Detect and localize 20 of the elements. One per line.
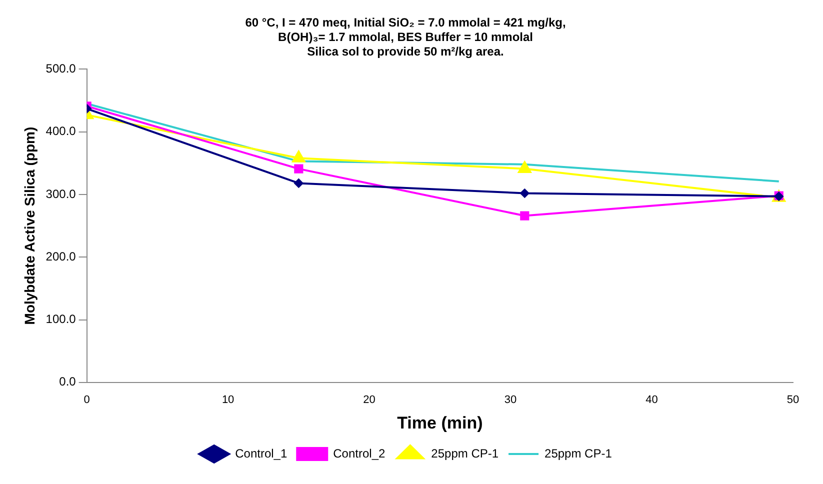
y-tick-label: 500.0 <box>46 62 76 76</box>
x-tick-label: 20 <box>363 394 376 406</box>
x-tick-label: 0 <box>84 394 90 406</box>
y-tick-label: 100.0 <box>46 312 76 326</box>
legend-label: 25ppm CP-1 <box>431 446 499 460</box>
legend-label: Control_2 <box>333 446 386 460</box>
y-tick-label: 0.0 <box>59 374 76 389</box>
y-tick-label: 400.0 <box>46 124 76 138</box>
x-tick-label: 40 <box>646 394 658 406</box>
chart-subtitle: B(OH)₃= 1.7 mmolal, BES Buffer = 10 mmolal Silica sol to provide 50 m²/kg area. <box>278 30 533 58</box>
y-tick-label: 300.0 <box>46 186 76 201</box>
x-tick-label: 50 <box>786 394 800 406</box>
legend-label: 25ppm CP-1 <box>544 446 612 460</box>
x-axis-title: Time (min) <box>397 413 483 432</box>
y-tick-label: 200.0 <box>46 249 76 264</box>
chart-title: 60 °C, I = 470 meq, Initial SiO₂ = 7.0 mmolal = 421 mg/kg, <box>245 16 566 30</box>
legend-label: Control_1 <box>235 446 288 460</box>
y-axis-title: Molybdate Active Silica (ppm) <box>21 126 38 325</box>
x-tick-label: 30 <box>504 394 517 406</box>
x-tick-label: 10 <box>222 394 234 406</box>
